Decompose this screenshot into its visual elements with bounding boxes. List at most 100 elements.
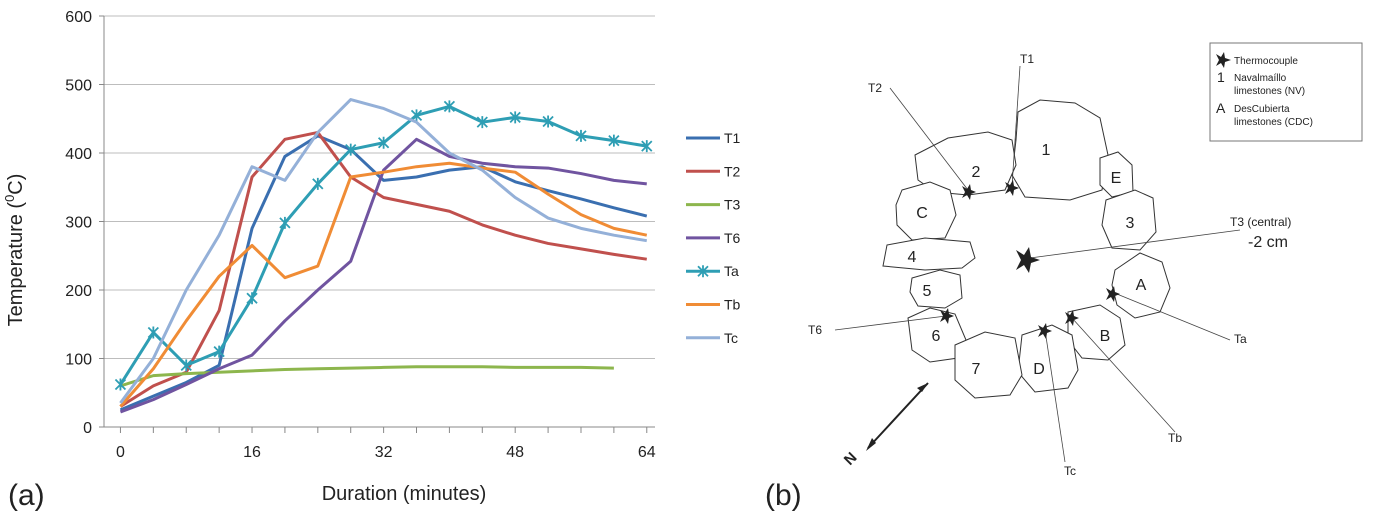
thermocouple-Tb-icon: [1065, 310, 1079, 326]
callout-T6: T6: [808, 323, 822, 337]
callout-T3-line1: T3 (central): [1230, 215, 1291, 229]
point-Ta-20: [279, 216, 291, 229]
y-axis-label: Temperature (0C): [2, 174, 27, 327]
stone-D: [895, 181, 957, 241]
stone-arrangement-diagram: (b) Thermocouple 1 Navalmaíllo limestone…: [765, 42, 1363, 512]
point-Ta-64: [641, 140, 653, 153]
point-Ta-8: [180, 359, 192, 372]
series-line-T3: [120, 365, 614, 388]
stone-5: [909, 269, 963, 309]
thermocouple-Ta-icon: [1106, 286, 1120, 302]
thermocouple-T6-icon: [940, 308, 954, 324]
leader-Ta: [1111, 291, 1231, 341]
legend-label-T2: T2: [724, 163, 741, 179]
series-lines: [114, 98, 653, 414]
legend-marker-Ta: [697, 265, 709, 278]
leader-Tc: [1044, 329, 1066, 463]
thermocouple-T1-icon: [1005, 180, 1019, 196]
axes: [99, 15, 655, 433]
thermocouple-markers: [940, 180, 1120, 339]
stone-D-label: C: [916, 205, 928, 222]
y-tick-600: 600: [65, 9, 92, 26]
stone-5-label: 5: [923, 283, 932, 300]
callout-T3-line2: -2 cm: [1248, 234, 1288, 251]
thermocouple-T2-icon: [962, 184, 976, 200]
leader-lines: [834, 65, 1241, 463]
y-tick-100: 100: [65, 352, 92, 369]
legend-label-T3: T3: [724, 197, 741, 213]
point-Ta-36: [410, 109, 423, 122]
y-tick-500: 500: [65, 78, 92, 95]
diagram-legend: Thermocouple 1 Navalmaíllo limestones (N…: [1209, 42, 1363, 142]
callout-Tb: Tb: [1168, 431, 1182, 445]
legend-nv-line1: Navalmaíllo: [1234, 73, 1287, 84]
stone-7: [954, 331, 1023, 399]
x-axis-label: Duration (minutes): [322, 483, 487, 505]
point-Ta-40: [443, 100, 456, 113]
thermocouple-T3-icon: [1016, 247, 1040, 273]
stone-2-label: 2: [972, 164, 981, 181]
leader-Tb: [1071, 317, 1176, 433]
series-line-Tb: [119, 161, 648, 408]
legend-nv-key: 1: [1217, 69, 1225, 85]
stone-3: [1101, 189, 1157, 251]
legend-label-Tc: Tc: [724, 330, 738, 346]
stone-B: [1067, 304, 1126, 361]
point-Ta-52: [542, 115, 554, 128]
diagram-legend-box: [1209, 42, 1363, 142]
point-Ta-0: [114, 378, 127, 391]
stone-4: [882, 237, 976, 271]
point-Ta-24: [312, 177, 324, 190]
point-Ta-56: [575, 129, 587, 142]
legend-label-T6: T6: [724, 230, 741, 246]
point-Ta-28: [345, 143, 357, 156]
x-tick-32: 32: [375, 444, 393, 461]
gridlines: [104, 15, 655, 359]
y-tick-400: 400: [65, 146, 92, 163]
stone-1-label: 1: [1042, 142, 1051, 159]
north-arrow-head-icon: [866, 438, 876, 451]
stone-6-label: 6: [932, 328, 941, 345]
stone-7-label: 7: [972, 361, 981, 378]
legend-cdc-line2: limestones (CDC): [1234, 117, 1313, 128]
stones: 1 2 E 3 C 4 A 5 6 B D 7: [882, 99, 1171, 399]
x-tick-0: 0: [116, 444, 125, 461]
north-arrow-tail-icon: [917, 383, 928, 392]
point-Ta-32: [377, 136, 390, 149]
legend-label-Tb: Tb: [724, 297, 741, 313]
series-line-Tc: [119, 98, 648, 404]
point-Ta-12: [213, 345, 225, 358]
chart-legend: T1 T2 T3 T6 Ta Tb Tc: [686, 130, 741, 346]
north-label: N: [841, 449, 861, 469]
legend-label-Ta: Ta: [724, 263, 739, 279]
north-arrow: N: [841, 382, 929, 469]
stone-A-label: A: [1136, 277, 1147, 294]
stone-3-label: 3: [1126, 215, 1135, 232]
point-Ta-16: [246, 292, 258, 305]
callout-Tc: Tc: [1064, 464, 1076, 478]
point-Ta-60: [608, 134, 620, 147]
stone-E-label: E: [1111, 170, 1122, 187]
stone-4-label: 4: [908, 249, 917, 266]
legend-nv-line2: limestones (NV): [1234, 86, 1305, 97]
x-tick-labels: 0 16 32 48 64: [116, 444, 656, 461]
y-tick-200: 200: [65, 283, 92, 300]
panel-label-b: (b): [765, 479, 802, 512]
leader-T2: [889, 87, 969, 191]
point-Ta-4: [147, 326, 159, 339]
legend-label-T1: T1: [724, 130, 741, 146]
callout-T2: T2: [868, 81, 882, 95]
panel-label-a: (a): [8, 479, 45, 512]
legend-cdc-key: A: [1216, 100, 1226, 116]
x-tick-64: 64: [638, 444, 656, 461]
stone-B-label: B: [1100, 328, 1111, 345]
leader-T1: [1011, 65, 1021, 187]
leader-T6: [834, 315, 947, 331]
point-Ta-44: [476, 116, 488, 129]
temperature-chart: 0 100 200 300 400 500 600 0 16 32 48 64 T1 T2 T3 T6 Ta…: [2, 9, 741, 512]
series-line-T2: [119, 130, 647, 408]
legend-thermocouple: Thermocouple: [1234, 56, 1298, 67]
y-tick-labels: 0 100 200 300 400 500 600: [65, 9, 92, 437]
thermocouple-icon: [1216, 52, 1231, 68]
